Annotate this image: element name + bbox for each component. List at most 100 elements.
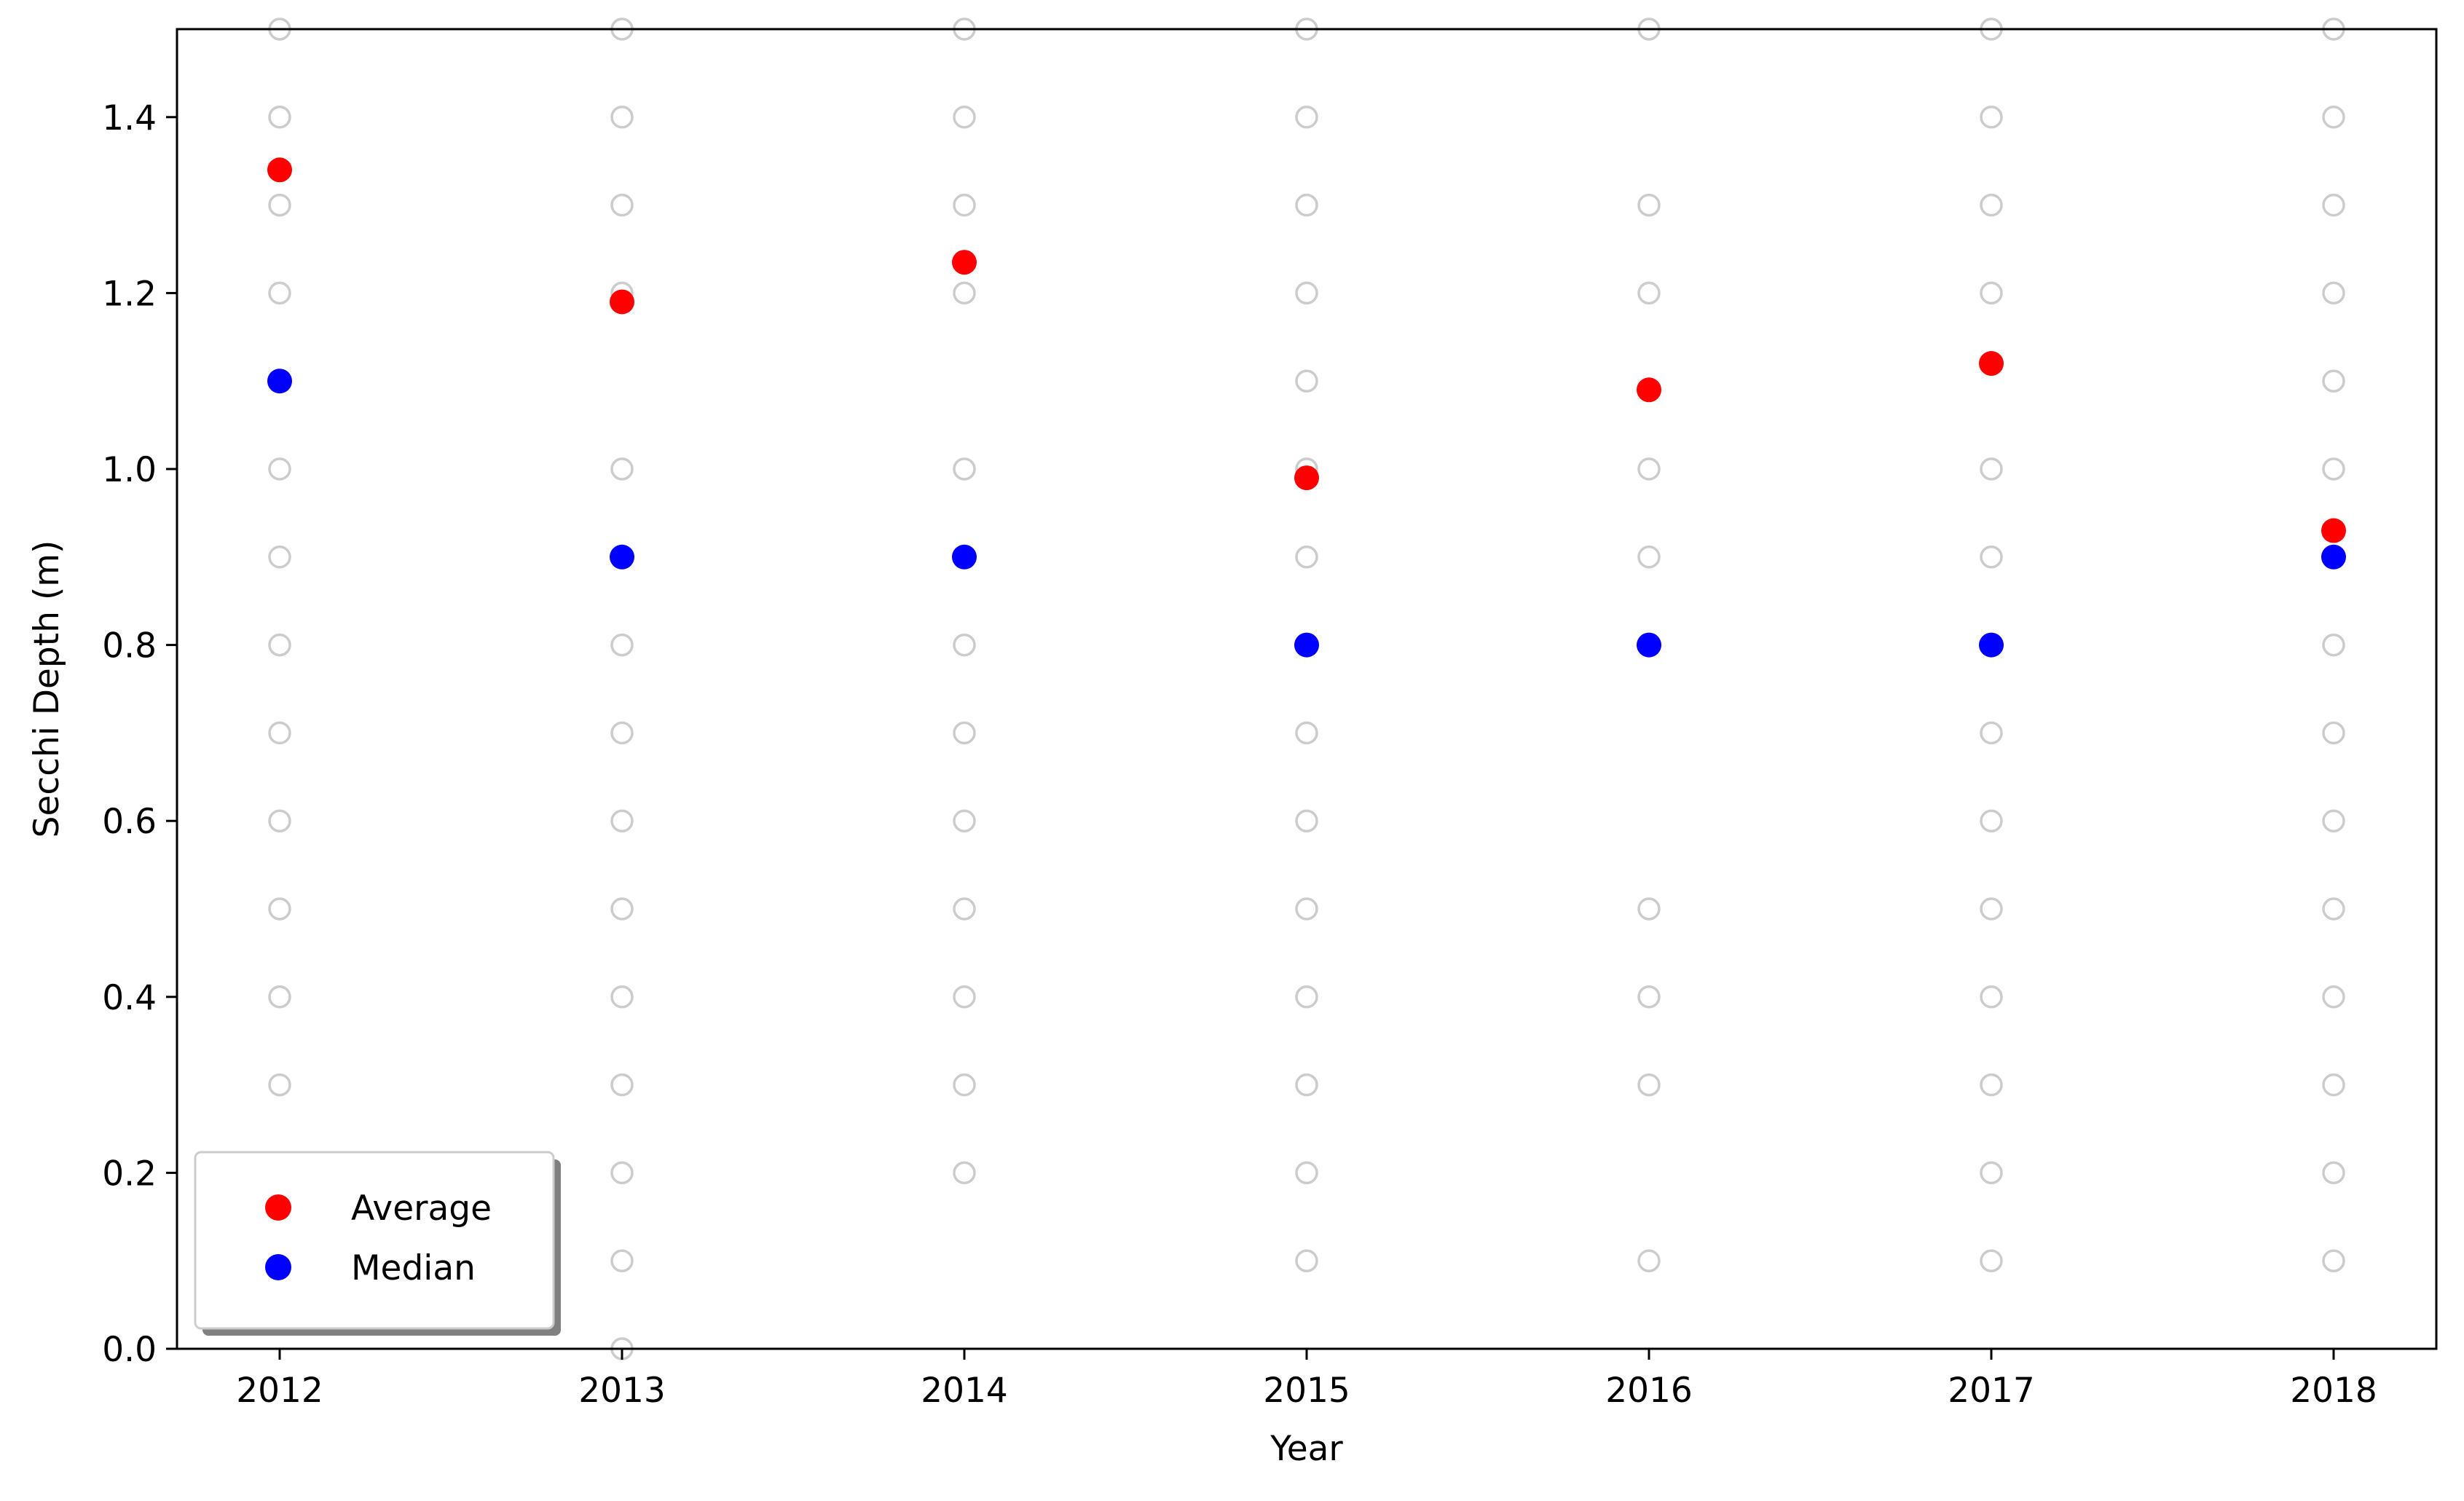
legend-box [194,1151,555,1330]
observation-point [268,985,291,1009]
x-tick-label: 2016 [1605,1371,1693,1411]
observation-point [268,457,291,481]
observation-point [1980,193,2003,217]
observation-point [610,106,634,129]
observation-point [1980,1161,2003,1185]
observations-layer [268,17,2345,1360]
observation-point [1295,897,1318,921]
median-point [1979,632,2004,658]
observation-point [1295,281,1318,305]
observation-point [1980,1073,2003,1097]
observation-point [268,897,291,921]
x-tick-label: 2013 [578,1371,666,1411]
observation-point [610,1249,634,1272]
y-tick-label: 0.4 [102,978,157,1018]
observation-point [1980,457,2003,481]
observation-point [268,545,291,569]
median-point [2321,544,2346,570]
observation-point [1637,897,1661,921]
median-point [1637,632,1661,658]
observation-point [610,193,634,217]
observation-point [1637,281,1661,305]
observation-point [1295,1161,1318,1185]
observation-point [610,721,634,745]
observation-point [2322,1249,2345,1272]
observation-point [2322,809,2345,832]
observation-point [268,633,291,657]
observation-point [953,281,976,305]
observation-point [953,809,976,832]
y-axis-ticks: 0.0 0.2 0.4 0.6 0.8 1.0 1.2 1.4 [102,98,177,1370]
y-tick-label: 0.0 [102,1330,157,1370]
observation-point [2322,897,2345,921]
series-layer [267,157,2346,658]
y-tick-label: 1.0 [102,450,157,490]
legend: Average Median [194,1151,561,1336]
observation-point [1637,457,1661,481]
observation-point [268,721,291,745]
observation-point [1637,1249,1661,1272]
legend-items: Average Median [265,1189,492,1288]
y-tick-label: 0.2 [102,1154,157,1194]
observation-point [1980,897,2003,921]
observation-point [2322,369,2345,393]
observation-point [2322,985,2345,1009]
legend-label-median: Median [351,1248,476,1288]
observation-point [1980,106,2003,129]
observation-point [953,1161,976,1185]
y-tick-label: 1.2 [102,274,157,314]
observation-point [268,193,291,217]
y-tick-label: 0.6 [102,802,157,842]
observation-point [268,106,291,129]
average-point [1637,377,1661,403]
observation-point [953,106,976,129]
observation-point [953,897,976,921]
observation-point [610,809,634,832]
observation-point [953,193,976,217]
observation-point [953,985,976,1009]
average-point [1979,351,2004,377]
x-tick-label: 2017 [1948,1371,2035,1411]
average-point [1294,465,1319,491]
observation-point [1295,1249,1318,1272]
legend-marker-average [265,1194,291,1221]
observation-point [2322,193,2345,217]
observation-point [2322,721,2345,745]
observation-point [2322,106,2345,129]
observation-point [1637,985,1661,1009]
observation-point [268,809,291,832]
observation-point [2322,633,2345,657]
observation-point [610,985,634,1009]
observation-point [610,1161,634,1185]
observation-point [1637,193,1661,217]
average-point [2321,518,2346,543]
observation-point [268,1073,291,1097]
observation-point [1980,1249,2003,1272]
observation-point [610,1073,634,1097]
observation-point [610,457,634,481]
legend-label-average: Average [351,1189,492,1229]
observation-point [1295,193,1318,217]
observation-point [610,633,634,657]
observation-point [1295,106,1318,129]
x-axis-ticks: 2012 2013 2014 2015 2016 2017 2018 [236,1349,2377,1411]
observation-point [1295,545,1318,569]
observation-point [2322,457,2345,481]
observation-point [2322,1161,2345,1185]
observation-point [1295,369,1318,393]
average-point [267,157,292,183]
observation-point [1980,545,2003,569]
median-point [267,369,292,394]
observation-point [1980,721,2003,745]
observation-point [268,281,291,305]
x-tick-label: 2018 [2290,1371,2377,1411]
x-tick-label: 2015 [1263,1371,1350,1411]
x-tick-label: 2012 [236,1371,323,1411]
observation-point [610,897,634,921]
y-tick-label: 1.4 [102,98,157,138]
observation-point [1295,809,1318,832]
observation-point [1295,1073,1318,1097]
observation-point [953,633,976,657]
average-point [610,289,634,315]
